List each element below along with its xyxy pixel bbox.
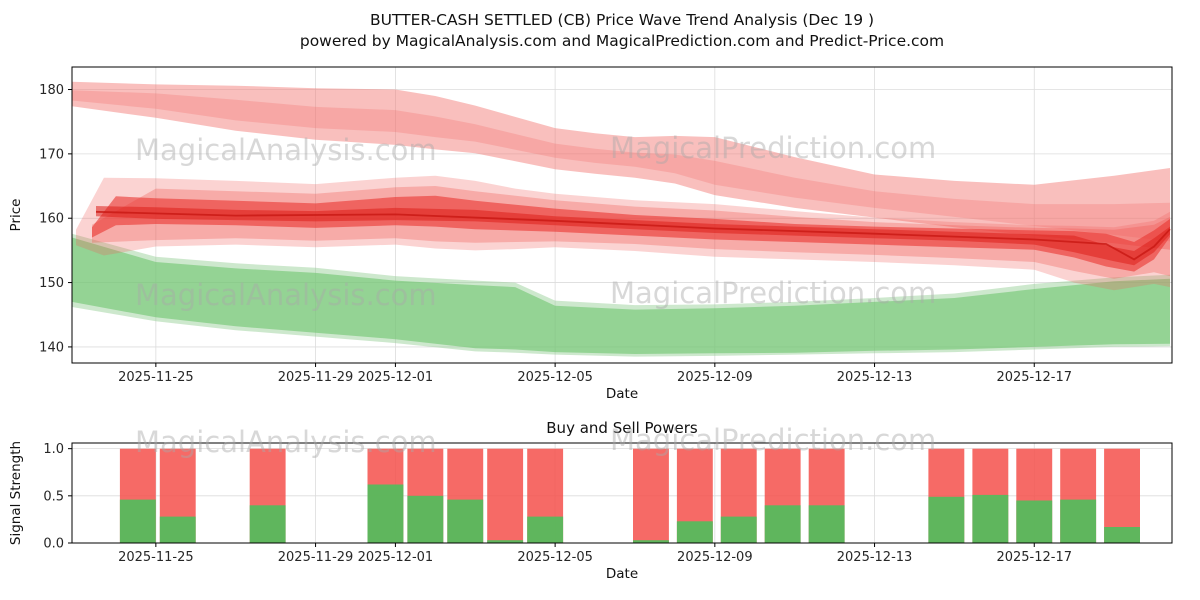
chart-area: 2025-11-25 2025-11-29 2025-12-01 2025-12-05… (8, 66, 1173, 402)
x-tick-label: 2025-12-09 (677, 550, 753, 565)
buy-power-bar (676, 521, 713, 543)
x-tick-label: 2025-12-13 (837, 370, 913, 385)
watermark-text: MagicalAnalysis.com (135, 278, 437, 312)
buy-power-bar (972, 494, 1009, 543)
buy-power-bar (928, 496, 965, 543)
buy-power-bar (159, 516, 196, 543)
x-tick-label: 2025-12-09 (677, 370, 753, 385)
chart-title: Buy and Sell Powers (546, 419, 698, 437)
buy-power-bar (249, 505, 286, 543)
buy-power-bar (1060, 499, 1097, 543)
buy-power-bar (407, 495, 444, 543)
figure-title: BUTTER-CASH SETTLED (CB) Price Wave Tren… (369, 11, 875, 29)
watermark-text: MagicalPrediction.com (610, 131, 936, 165)
x-tick-label: 2025-11-25 (118, 550, 194, 565)
plot-border (71, 66, 1173, 364)
x-tick-label: 2025-12-17 (996, 370, 1072, 385)
buy-power-bar (527, 516, 564, 543)
plot-border (71, 442, 1173, 544)
watermark-text: MagicalPrediction.com (610, 276, 936, 310)
x-tick-label: 2025-11-29 (278, 370, 354, 385)
sell-power-bar (487, 448, 524, 543)
watermark-text: MagicalAnalysis.com (135, 425, 437, 459)
x-axis-label: Date (606, 566, 638, 582)
y-tick-label: 0.5 (43, 489, 64, 504)
x-tick-label: 2025-12-13 (837, 550, 913, 565)
y-tick-label: 1.0 (43, 442, 64, 457)
core-trend-line (95, 210, 1171, 261)
buy-power-bar (487, 540, 524, 543)
figure-subtitle: powered by MagicalAnalysis.com and Magic… (299, 32, 945, 50)
red-core-dark (96, 206, 1170, 266)
buy-power-bar (119, 499, 156, 543)
y-tick-label: 0.0 (43, 537, 64, 552)
watermark-text: MagicalPrediction.com (610, 423, 936, 457)
x-tick-label: 2025-12-05 (517, 550, 593, 565)
buy-power-bar (720, 516, 757, 543)
y-axis-label: Signal Strength (8, 441, 24, 545)
y-axis-label: Price (8, 199, 24, 232)
buy-power-bar (447, 499, 484, 543)
watermark-text: MagicalAnalysis.com (135, 133, 437, 167)
buy-power-bar (1016, 500, 1053, 543)
chart-bar: 2025-11-25 2025-11-29 2025-12-01 2025-12-05… (8, 419, 1173, 582)
sell-power-bar (633, 448, 669, 543)
buy-power-bar (808, 505, 845, 543)
x-tick-label: 2025-12-17 (996, 550, 1072, 565)
x-tick-label: 2025-12-05 (517, 370, 593, 385)
buy-power-bar (1104, 527, 1140, 543)
x-tick-label: 2025-12-01 (358, 550, 434, 565)
x-axis-label: Date (606, 386, 638, 402)
y-tick-label: 140 (39, 340, 64, 355)
buy-power-bar (764, 505, 801, 543)
buy-power-bar (633, 540, 669, 543)
y-tick-label: 180 (39, 83, 64, 98)
red-fan-outer (72, 81, 1170, 250)
green-band-main (72, 237, 1170, 354)
x-tick-label: 2025-11-29 (278, 550, 354, 565)
x-tick-label: 2025-12-01 (358, 370, 434, 385)
y-tick-label: 160 (39, 212, 64, 227)
buy-power-bar (367, 484, 404, 543)
x-tick-label: 2025-11-25 (118, 370, 194, 385)
red-fan-inner (72, 90, 1170, 242)
y-tick-label: 170 (39, 147, 64, 162)
y-tick-label: 150 (39, 276, 64, 291)
